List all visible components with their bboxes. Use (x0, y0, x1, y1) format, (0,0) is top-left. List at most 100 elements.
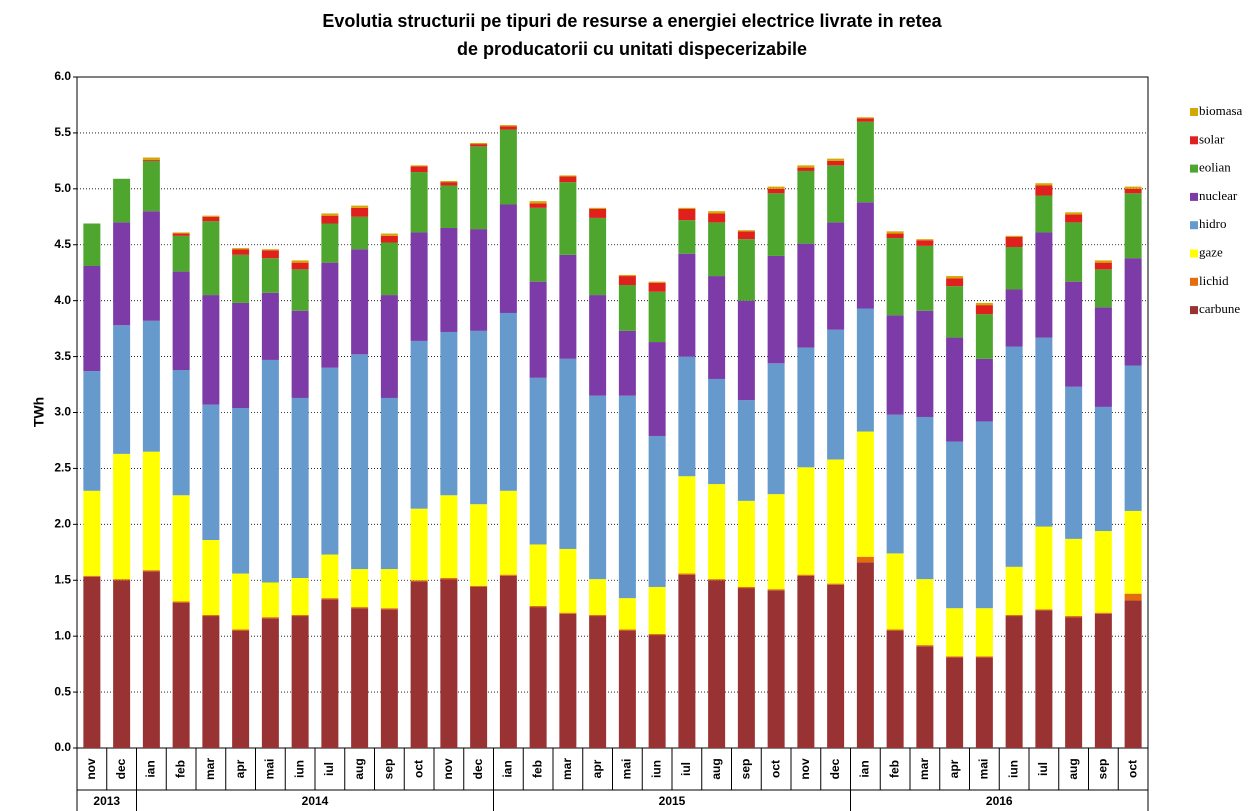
bar-segment (113, 579, 131, 581)
bar-segment (1005, 246, 1023, 290)
bar-segment (559, 613, 577, 748)
legend-label: hidro (1199, 216, 1226, 231)
bar-segment (351, 354, 369, 570)
bar-segment (470, 585, 488, 587)
bar-segment (380, 608, 398, 610)
bar-segment (1035, 195, 1053, 233)
bar-segment (797, 467, 815, 575)
bar-segment (470, 586, 488, 748)
bar-segment (1035, 610, 1053, 748)
x-tick-label: oct (411, 760, 425, 778)
legend-swatch (1190, 221, 1198, 230)
bar-segment (172, 601, 190, 603)
bar-segment (708, 213, 726, 223)
bar-segment (916, 245, 934, 311)
legend-label: eolian (1199, 160, 1231, 175)
bar-segment (172, 233, 190, 236)
bar-segment (559, 254, 577, 359)
bar-segment (380, 609, 398, 748)
bar-segment (410, 165, 428, 167)
x-tick-label: mar (203, 758, 217, 780)
bar-segment (975, 421, 993, 609)
bar-segment (678, 220, 696, 254)
bar-segment (975, 656, 993, 658)
bar-segment (678, 208, 696, 221)
bar-segment (767, 188, 785, 194)
bar-segment (856, 556, 874, 563)
bar-segment (351, 569, 369, 608)
x-tick-label: mai (263, 759, 277, 780)
group-label: 2016 (986, 794, 1013, 808)
bar-segment (678, 476, 696, 574)
bar-segment (470, 144, 488, 147)
y-tick-label: 1.5 (54, 572, 71, 586)
bar-segment (470, 142, 488, 145)
bar-segment (142, 159, 160, 161)
bar-segment (142, 451, 160, 571)
x-tick-label: ian (858, 760, 872, 777)
x-tick-label: oct (768, 760, 782, 778)
bar-segment (767, 186, 785, 189)
group-label: 2014 (302, 794, 329, 808)
bar-segment (142, 160, 160, 212)
bar-segment (946, 286, 964, 338)
bar-segment (202, 215, 220, 217)
bar-segment (410, 508, 428, 581)
bar-segment (113, 222, 131, 326)
x-tick-label: dec (828, 758, 842, 779)
bar-segment (291, 262, 309, 270)
x-tick-label: mar (917, 758, 931, 780)
x-tick-label: mai (977, 759, 991, 780)
bar-segment (678, 574, 696, 748)
bar-segment (856, 562, 874, 748)
bar-segment (291, 578, 309, 615)
bar-segment (827, 459, 845, 584)
bar-segment (83, 371, 101, 491)
bar-segment (142, 211, 160, 321)
bar-segment (499, 575, 517, 748)
bar-segment (351, 205, 369, 208)
bar-segment (737, 231, 755, 240)
x-tick-label: aug (352, 758, 366, 779)
bar-segment (1005, 614, 1023, 617)
x-tick-label: nov (798, 758, 812, 780)
bar-segment (797, 167, 815, 171)
bar-segment (797, 170, 815, 244)
bar-segment (1094, 613, 1112, 748)
bar-segment (499, 129, 517, 205)
bar-segment (380, 569, 398, 609)
bar-segment (946, 656, 964, 658)
legend-swatch (1190, 192, 1198, 201)
bar-segment (499, 125, 517, 127)
bar-segment (797, 165, 815, 168)
bar-segment (380, 295, 398, 398)
bar-segment (529, 201, 547, 204)
bar-segment (1065, 538, 1083, 617)
bar-segment (678, 573, 696, 575)
bar-segment (261, 249, 279, 251)
bar-segment (559, 182, 577, 255)
bar-segment (321, 262, 339, 368)
y-tick-label: 5.0 (54, 181, 71, 195)
bar-segment (767, 590, 785, 748)
bar-segment (737, 500, 755, 587)
bar-segment (648, 633, 666, 636)
bar-segment (261, 258, 279, 293)
bar-segment (499, 126, 517, 130)
bar-segment (618, 330, 636, 396)
bar-segment (321, 367, 339, 555)
bar-segment (113, 453, 131, 580)
bar-segment (975, 314, 993, 359)
bar-segment (1035, 183, 1053, 186)
bar-segment (827, 584, 845, 748)
bar-segment (142, 570, 160, 572)
bar-segment (202, 614, 220, 617)
legend-swatch (1190, 277, 1198, 286)
bar-segment (886, 629, 904, 631)
bar-segment (380, 397, 398, 570)
bar-segment (708, 222, 726, 277)
bar-segment (1065, 212, 1083, 215)
x-tick-label: feb (887, 760, 901, 778)
bar-segment (1035, 526, 1053, 610)
bar-segment (946, 278, 964, 287)
